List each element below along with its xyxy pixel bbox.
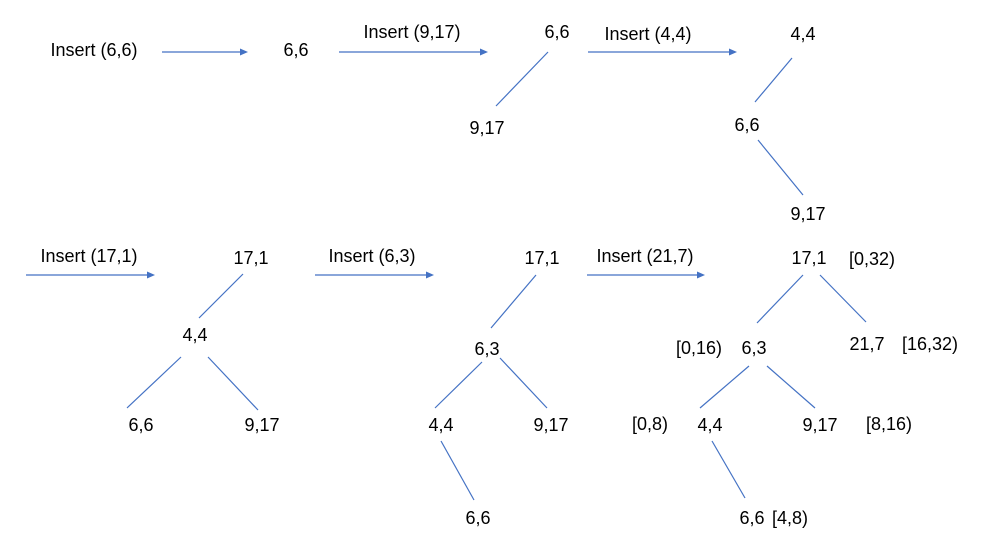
tree-node: 17,1 bbox=[233, 248, 269, 268]
interval-label: [0,16) bbox=[675, 338, 723, 358]
tree-node: 9,17 bbox=[802, 415, 838, 435]
tree-edge-6-2 bbox=[819, 274, 867, 323]
tree-edge-5-3 bbox=[499, 357, 548, 409]
tree-edge-6-1 bbox=[756, 274, 804, 324]
tree-node: 9,17 bbox=[533, 415, 569, 435]
insert-label-2: Insert (9,17) bbox=[363, 22, 461, 42]
tree-edge-3-1 bbox=[754, 57, 793, 103]
tree-node: 21,7 bbox=[849, 334, 885, 354]
interval-label: [4,8) bbox=[771, 508, 809, 528]
tree-node: 6,6 bbox=[544, 22, 570, 42]
tree-node: 17,1 bbox=[791, 248, 827, 268]
insert-arrow-5-head bbox=[426, 271, 434, 279]
tree-edge-6-4 bbox=[766, 365, 816, 409]
tree-node: 4,4 bbox=[428, 415, 454, 435]
tree-node: 4,4 bbox=[790, 24, 816, 44]
tree-node: 6,6 bbox=[128, 415, 154, 435]
tree-edge-4-2 bbox=[126, 356, 182, 409]
tree-node: 6,3 bbox=[474, 339, 500, 359]
tree-edge-5-1 bbox=[490, 274, 537, 329]
tree-edge-6-5 bbox=[711, 440, 746, 499]
tree-node: 6,6 bbox=[739, 508, 765, 528]
tree-node: 4,4 bbox=[697, 415, 723, 435]
tree-node: 4,4 bbox=[182, 325, 208, 345]
insert-label-3: Insert (4,4) bbox=[604, 24, 692, 44]
insert-arrow-6-head bbox=[697, 271, 705, 279]
tree-node: 17,1 bbox=[524, 248, 560, 268]
tree-node: 6,6 bbox=[465, 508, 491, 528]
tree-edge-5-2 bbox=[434, 361, 483, 409]
insert-label-6: Insert (21,7) bbox=[596, 246, 694, 266]
tree-node: 9,17 bbox=[244, 415, 280, 435]
interval-label: [0,32) bbox=[848, 249, 896, 269]
insert-arrow-3-head bbox=[729, 48, 737, 56]
interval-label: [0,8) bbox=[631, 414, 669, 434]
tree-node: 6,6 bbox=[283, 40, 309, 60]
tree-edge-6-3 bbox=[699, 365, 750, 409]
tree-node: 9,17 bbox=[790, 204, 826, 224]
insert-label-5: Insert (6,3) bbox=[328, 246, 416, 266]
tree-node: 6,6 bbox=[734, 115, 760, 135]
insert-label-4: Insert (17,1) bbox=[40, 246, 138, 266]
tree-edge-3-2 bbox=[757, 139, 804, 196]
insert-arrow-1-head bbox=[240, 48, 248, 56]
interval-label: [8,16) bbox=[865, 414, 913, 434]
tree-edge-4-3 bbox=[207, 356, 259, 411]
tree-edge-4-1 bbox=[198, 273, 244, 319]
insert-arrow-4-head bbox=[147, 271, 155, 279]
tree-node: 9,17 bbox=[469, 118, 505, 138]
tree-node: 6,3 bbox=[741, 338, 767, 358]
tree-edge-5-4 bbox=[440, 440, 475, 501]
insert-label-1: Insert (6,6) bbox=[50, 40, 138, 60]
insert-arrow-2-head bbox=[480, 48, 488, 56]
interval-label: [16,32) bbox=[901, 334, 959, 354]
tree-edge-2-1 bbox=[495, 51, 549, 107]
